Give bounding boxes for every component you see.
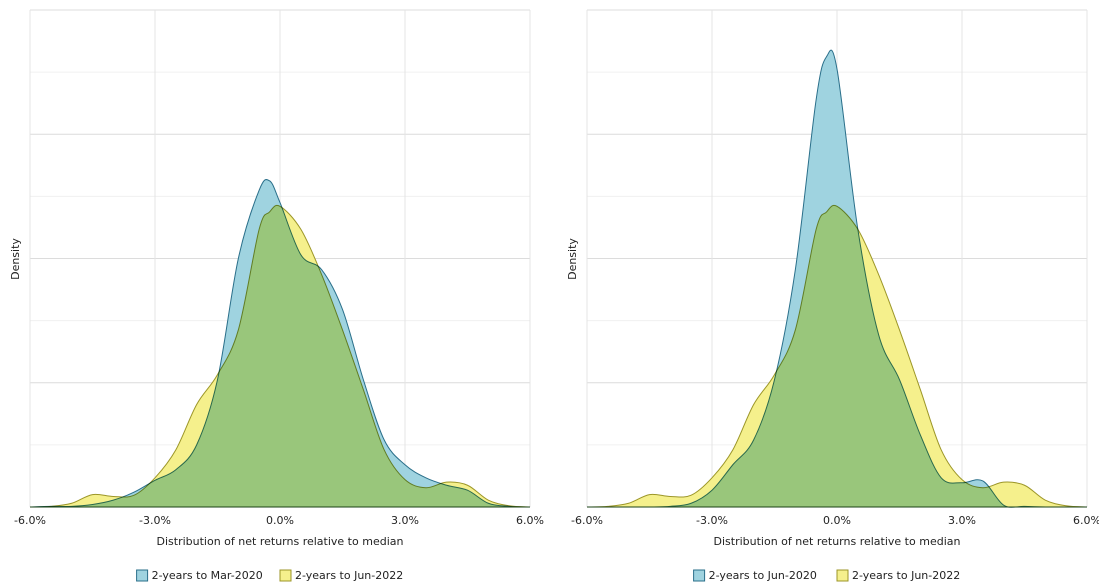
legend-swatch (279, 569, 292, 582)
x-axis-title: Distribution of net returns relative to … (714, 535, 961, 548)
x-tick-label: 6.0% (1073, 514, 1099, 527)
x-tick-label: 6.0% (516, 514, 544, 527)
density-area (586, 204, 1088, 508)
x-tick-label: -3.0% (696, 514, 728, 527)
plot (586, 49, 1088, 508)
y-axis-title: Density (9, 238, 22, 280)
density-area (29, 204, 531, 508)
legend-swatch (136, 569, 149, 582)
plot (29, 178, 531, 508)
legend-label: 2-years to Mar-2020 (152, 569, 263, 582)
legend-swatch (836, 569, 849, 582)
x-tick-label: -6.0% (571, 514, 603, 527)
legend-label: 2-years to Jun-2022 (852, 569, 960, 582)
x-tick-label: 3.0% (391, 514, 419, 527)
x-axis-title: Distribution of net returns relative to … (157, 535, 404, 548)
x-tick-label: -3.0% (139, 514, 171, 527)
legend-swatch (693, 569, 706, 582)
y-axis-title: Density (566, 238, 579, 280)
legend-label: 2-years to Jun-2022 (295, 569, 403, 582)
x-tick-label: 0.0% (823, 514, 851, 527)
x-tick-label: 0.0% (266, 514, 294, 527)
x-tick-label: -6.0% (14, 514, 46, 527)
x-tick-label: 3.0% (948, 514, 976, 527)
legend-label: 2-years to Jun-2020 (709, 569, 817, 582)
